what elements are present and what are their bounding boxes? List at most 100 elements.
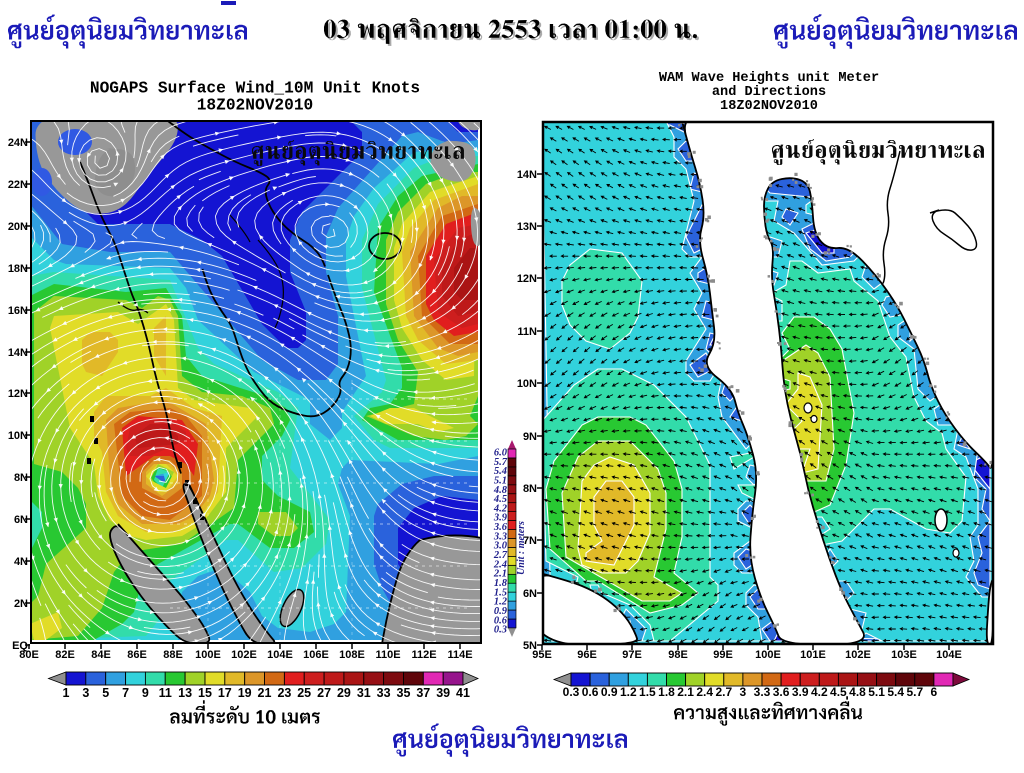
svg-text:and Directions: and Directions	[712, 85, 826, 100]
svg-text:3.3: 3.3	[493, 531, 507, 542]
svg-text:29: 29	[337, 686, 351, 700]
svg-text:27: 27	[317, 686, 331, 700]
svg-text:31: 31	[357, 686, 371, 700]
svg-text:24N: 24N	[8, 137, 28, 149]
svg-text:114E: 114E	[447, 649, 472, 661]
svg-text:2.7: 2.7	[715, 685, 732, 699]
svg-text:19: 19	[238, 686, 252, 700]
svg-text:104E: 104E	[936, 649, 962, 661]
svg-text:100E: 100E	[755, 649, 781, 661]
svg-text:7: 7	[122, 686, 129, 700]
svg-text:20N: 20N	[8, 221, 28, 233]
svg-text:2.4: 2.4	[696, 685, 713, 699]
svg-text:23: 23	[277, 686, 291, 700]
svg-text:17: 17	[218, 686, 232, 700]
svg-text:5.7: 5.7	[906, 685, 923, 699]
svg-text:EQ: EQ	[12, 640, 28, 652]
svg-text:3: 3	[740, 685, 747, 699]
svg-text:97E: 97E	[622, 649, 642, 661]
svg-text:0.3: 0.3	[563, 685, 580, 699]
svg-text:22N: 22N	[8, 179, 28, 191]
svg-text:2.1: 2.1	[677, 685, 694, 699]
svg-text:12N: 12N	[8, 388, 28, 400]
svg-text:2.7: 2.7	[493, 550, 508, 561]
svg-text:14N: 14N	[8, 347, 28, 359]
svg-text:9N: 9N	[523, 431, 537, 443]
svg-text:3.0: 3.0	[493, 541, 508, 552]
svg-text:0.9: 0.9	[494, 606, 508, 617]
svg-text:80E: 80E	[19, 649, 39, 661]
svg-text:16N: 16N	[8, 305, 28, 317]
svg-text:0.3: 0.3	[494, 625, 507, 636]
svg-text:8N: 8N	[523, 483, 537, 495]
svg-text:100E: 100E	[195, 649, 221, 661]
svg-text:103E: 103E	[891, 649, 917, 661]
svg-text:98E: 98E	[668, 649, 688, 661]
svg-text:9: 9	[142, 686, 149, 700]
svg-text:6N: 6N	[14, 514, 28, 526]
svg-text:25: 25	[297, 686, 311, 700]
svg-text:4.5: 4.5	[830, 685, 847, 699]
svg-text:2N: 2N	[14, 598, 28, 610]
svg-text:4.2: 4.2	[811, 685, 828, 699]
svg-text:13: 13	[178, 686, 192, 700]
svg-text:18Z02NOV2010: 18Z02NOV2010	[720, 99, 818, 114]
svg-text:102E: 102E	[231, 649, 257, 661]
svg-text:3.3: 3.3	[754, 685, 771, 699]
svg-text:95E: 95E	[532, 649, 552, 661]
svg-text:4.2: 4.2	[493, 503, 508, 514]
svg-text:84E: 84E	[91, 649, 111, 661]
svg-text:3.6: 3.6	[493, 522, 508, 533]
svg-text:99E: 99E	[713, 649, 733, 661]
svg-text:2.4: 2.4	[493, 559, 507, 570]
svg-text:10N: 10N	[517, 378, 537, 390]
svg-text:4.8: 4.8	[493, 485, 508, 496]
svg-text:3.9: 3.9	[493, 513, 508, 524]
svg-text:6.0: 6.0	[494, 448, 508, 459]
svg-text:5.7: 5.7	[494, 457, 508, 468]
svg-text:101E: 101E	[800, 649, 826, 661]
svg-text:11: 11	[159, 686, 172, 700]
svg-text:1.2: 1.2	[494, 597, 508, 608]
svg-text:37: 37	[416, 686, 430, 700]
svg-text:12N: 12N	[517, 273, 537, 285]
svg-text:5.1: 5.1	[494, 476, 507, 487]
svg-text:102E: 102E	[845, 649, 871, 661]
svg-text:104E: 104E	[267, 649, 293, 661]
svg-text:0.6: 0.6	[494, 615, 508, 626]
svg-text:3.9: 3.9	[792, 685, 809, 699]
svg-text:106E: 106E	[303, 649, 329, 661]
svg-text:10N: 10N	[8, 430, 28, 442]
svg-text:6: 6	[931, 685, 938, 699]
svg-text:11N: 11N	[517, 326, 537, 338]
svg-text:1.8: 1.8	[658, 685, 675, 699]
svg-text:1: 1	[63, 686, 70, 700]
svg-text:5.4: 5.4	[887, 685, 904, 699]
svg-text:4.5: 4.5	[493, 494, 507, 505]
svg-text:7N: 7N	[523, 535, 537, 547]
svg-text:112E: 112E	[411, 649, 436, 661]
svg-text:8N: 8N	[14, 472, 28, 484]
svg-text:5: 5	[102, 686, 109, 700]
svg-text:41: 41	[456, 686, 470, 700]
svg-text:NOGAPS Surface Wind_10M Unit K: NOGAPS Surface Wind_10M Unit Knots	[90, 80, 420, 98]
svg-text:6N: 6N	[523, 588, 537, 600]
svg-text:2.1: 2.1	[493, 569, 507, 580]
svg-text:82E: 82E	[55, 649, 75, 661]
svg-text:5.4: 5.4	[494, 466, 507, 477]
svg-text:0.6: 0.6	[582, 685, 599, 699]
svg-text:110E: 110E	[375, 649, 400, 661]
svg-text:15: 15	[198, 686, 212, 700]
svg-text:14N: 14N	[517, 169, 537, 181]
svg-text:88E: 88E	[163, 649, 183, 661]
svg-text:1.5: 1.5	[494, 587, 507, 598]
svg-text:35: 35	[397, 686, 411, 700]
svg-text:4.8: 4.8	[849, 685, 866, 699]
svg-text:39: 39	[436, 686, 450, 700]
svg-text:3.6: 3.6	[773, 685, 790, 699]
svg-text:86E: 86E	[127, 649, 147, 661]
svg-text:WAM Wave Heights unit Meter: WAM Wave Heights unit Meter	[659, 71, 879, 86]
svg-text:1.8: 1.8	[494, 578, 508, 589]
svg-text:21: 21	[258, 686, 272, 700]
svg-text:4N: 4N	[14, 556, 28, 568]
